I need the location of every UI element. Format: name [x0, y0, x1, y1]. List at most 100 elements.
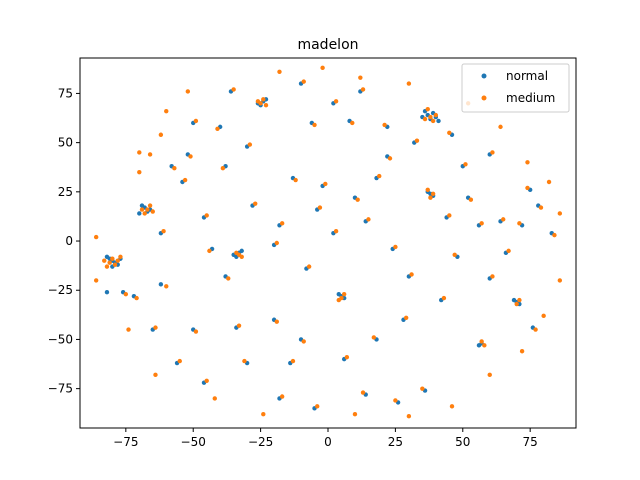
point-medium-128: [164, 108, 169, 114]
point-medium-102: [382, 122, 387, 128]
point-medium-4: [104, 264, 110, 269]
point-medium-53: [274, 319, 279, 324]
point-medium-41: [293, 177, 298, 183]
point-medium-48: [123, 291, 129, 297]
point-medium-130: [93, 278, 99, 283]
point-medium-5: [118, 254, 123, 259]
y-tick-label: 25: [58, 185, 73, 199]
point-medium-37: [220, 166, 226, 171]
point-medium-97: [414, 138, 420, 143]
point-medium-11: [150, 209, 155, 214]
point-medium-61: [490, 274, 495, 279]
legend-box: [461, 63, 570, 113]
point-medium-69: [463, 162, 468, 167]
point-medium-80: [393, 244, 398, 250]
point-medium-67: [552, 232, 557, 238]
point-medium-66: [538, 205, 544, 210]
point-medium-15: [263, 103, 269, 108]
point-medium-79: [366, 217, 371, 222]
series-normal: [104, 81, 554, 411]
point-medium-42: [323, 181, 328, 187]
point-normal-53: [104, 290, 110, 295]
point-medium-96: [377, 173, 382, 179]
point-medium-70: [447, 130, 452, 135]
point-medium-113: [406, 413, 412, 419]
point-medium-27: [428, 195, 433, 200]
y-tick-label: −50: [48, 332, 73, 346]
point-medium-75: [253, 201, 258, 206]
point-medium-33: [482, 343, 487, 348]
legend-label-normal: normal: [506, 69, 548, 83]
point-normal-21: [436, 118, 441, 124]
x-tick-label: −50: [181, 435, 206, 449]
point-medium-78: [333, 228, 339, 234]
point-medium-76: [279, 221, 285, 226]
legend: normal medium: [461, 63, 570, 113]
point-medium-56: [393, 398, 398, 403]
point-medium-28: [425, 187, 430, 193]
point-normal-11: [137, 211, 142, 216]
point-medium-2: [107, 260, 112, 265]
point-medium-51: [204, 378, 209, 383]
point-medium-30: [514, 301, 519, 307]
point-medium-103: [358, 75, 363, 80]
point-normal-4: [104, 254, 110, 259]
point-medium-31: [517, 297, 522, 303]
point-medium-63: [506, 248, 511, 254]
point-medium-44: [387, 156, 393, 161]
point-medium-105: [137, 169, 142, 175]
point-medium-22: [234, 250, 239, 256]
point-medium-72: [360, 87, 366, 92]
point-medium-87: [134, 295, 139, 301]
point-medium-109: [153, 372, 158, 378]
x-tick-label: 75: [523, 435, 538, 449]
point-medium-58: [420, 386, 425, 391]
point-normal-35: [511, 297, 517, 303]
point-medium-73: [301, 79, 306, 84]
point-medium-124: [406, 81, 412, 86]
point-medium-19: [425, 106, 430, 112]
point-medium-122: [498, 124, 503, 130]
point-medium-83: [468, 197, 474, 202]
x-tick-label: 0: [324, 435, 332, 449]
point-medium-55: [371, 335, 377, 340]
x-axis: −75 −50 −25 0 25 50 75: [113, 428, 538, 449]
points-layer: [93, 65, 563, 419]
point-medium-84: [479, 221, 484, 226]
point-medium-104: [147, 152, 153, 157]
point-medium-16: [428, 114, 433, 120]
point-medium-88: [177, 358, 182, 364]
point-medium-38: [207, 248, 212, 254]
point-medium-91: [344, 354, 350, 360]
point-medium-34: [164, 284, 169, 289]
point-medium-99: [193, 118, 199, 124]
point-medium-0: [110, 256, 115, 261]
x-tick-label: 50: [455, 435, 470, 449]
point-medium-39: [312, 122, 317, 128]
point-medium-82: [447, 213, 452, 218]
y-tick-label: 0: [65, 234, 73, 248]
y-tick-label: 75: [58, 86, 73, 100]
point-normal-9: [139, 203, 145, 208]
point-medium-57: [360, 390, 366, 395]
point-medium-71: [490, 150, 495, 155]
point-medium-74: [215, 126, 220, 132]
x-tick-label: 25: [388, 435, 403, 449]
point-medium-125: [320, 65, 325, 71]
point-medium-85: [182, 177, 188, 183]
point-medium-121: [525, 160, 530, 165]
point-medium-129: [93, 234, 99, 240]
point-medium-43: [355, 197, 360, 202]
legend-marker-normal: [481, 73, 487, 79]
point-medium-52: [226, 276, 231, 281]
point-medium-120: [546, 179, 552, 185]
point-medium-10: [139, 207, 145, 212]
point-medium-32: [479, 339, 484, 344]
point-medium-17: [422, 116, 428, 122]
point-medium-3: [115, 258, 120, 263]
point-medium-86: [161, 228, 166, 234]
point-medium-100: [231, 87, 236, 92]
point-medium-23: [239, 254, 244, 259]
y-tick-label: −75: [48, 382, 73, 396]
